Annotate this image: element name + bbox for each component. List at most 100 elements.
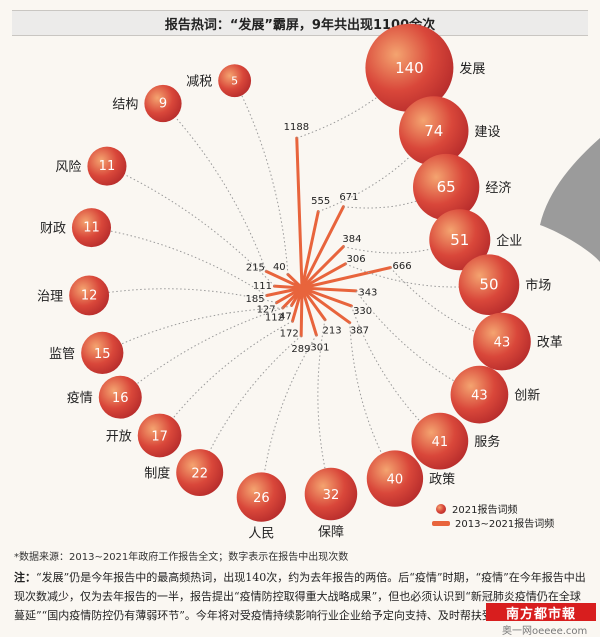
ray-label-创新: 343 [358,287,377,298]
dotted-path-建设 [318,130,435,213]
word-label-服务: 服务 [474,434,500,450]
ray-label-发展: 1188 [284,122,309,133]
word-label-疫情: 疫情 [67,390,93,406]
watermark: 奥一网oeeee.com [502,626,588,637]
bubble-结构 [144,84,182,123]
bubble-value-风险: 11 [99,159,116,174]
ray-label-治理: 127 [257,305,276,316]
bubble-政策 [366,450,424,507]
word-label-发展: 发展 [459,61,485,77]
bubble-value-制度: 22 [191,467,208,482]
dotted-path-减税 [234,80,289,275]
newspaper-logo: 南方都市報 [486,603,596,622]
word-label-企业: 企业 [496,233,522,249]
dotted-path-监管 [102,307,283,354]
word-label-人民: 人民 [248,527,274,542]
word-label-开放: 开放 [106,429,132,444]
bubble-value-创新: 43 [471,389,488,404]
bubble-value-市场: 50 [479,276,498,294]
decorative-arc [540,138,600,262]
ray-改革 [300,266,392,290]
word-label-建设: 建设 [474,125,500,140]
word-label-治理: 治理 [37,289,63,304]
bubble-value-治理: 12 [81,288,98,303]
bubble-建设 [399,96,469,166]
ray-label-建设: 555 [311,196,330,207]
bubble-value-改革: 43 [494,336,511,351]
ray-label-保障: 213 [323,325,342,336]
ray-label-结构: 215 [246,262,265,273]
dotted-path-疫情 [119,304,292,398]
ray-经济 [300,205,345,290]
bubble-value-发展: 140 [395,59,424,77]
word-label-改革: 改革 [537,336,563,351]
ray-label-改革: 666 [393,261,412,272]
ray-label-人民: 301 [310,343,329,354]
legend-label-2013-2021: 2013~2021报告词频 [455,517,554,530]
bubble-value-企业: 51 [450,231,469,249]
bubble-value-保障: 32 [323,488,340,503]
dotted-path-人民 [260,334,317,498]
ray-label-市场: 306 [346,254,365,265]
word-label-结构: 结构 [112,98,138,113]
bubble-value-结构: 9 [159,97,167,112]
chart-center [298,284,306,292]
ray-企业 [300,245,345,290]
bubble-value-减税: 5 [231,75,238,88]
bubble-人民 [236,472,287,522]
bubble-企业 [429,209,491,271]
data-source-note: *数据来源：2013~2021年政府工作报告全文；数字表示在报告中出现次数 [14,552,349,563]
word-label-保障: 保障 [318,525,344,540]
ray-label-减税: 40 [273,262,286,273]
ray-财政 [265,286,304,297]
bubble-value-经济: 65 [437,178,456,196]
ray-人民 [300,286,318,337]
ray-label-财政: 185 [245,294,264,305]
ray-建设 [300,210,320,290]
word-label-减税: 减税 [186,75,212,90]
word-label-政策: 政策 [429,472,455,488]
ray-市场 [300,262,348,290]
ray-label-开放: 172 [280,329,299,340]
bubble-疫情 [98,375,142,419]
ray-创新 [300,286,358,293]
dotted-path-财政 [91,227,268,296]
dotted-path-制度 [199,335,302,473]
bubble-保障 [304,467,358,521]
legend: 2021报告词频 2013~2021报告词频 [432,503,554,530]
bubble-value-服务: 41 [432,435,449,450]
word-label-财政: 财政 [40,222,66,237]
dotted-path-开放 [159,320,293,436]
bubble-治理 [69,275,110,316]
dotted-path-保障 [317,319,332,495]
chart-title: 报告热词：“发展”霸屏，9年共出现1100余次 [12,10,588,36]
ray-label-政策: 387 [350,326,369,337]
ray-发展 [295,136,304,290]
bubble-服务 [411,412,469,470]
footnote: 注：“发展”仍是今年报告中的最高频热词，出现140次，约为去年报告的两倍。后“疫… [14,568,586,625]
bubble-监管 [81,331,124,375]
ray-label-监管: 112 [265,313,284,324]
bubble-value-开放: 17 [151,429,168,444]
word-label-创新: 创新 [514,388,540,404]
dotted-path-结构 [162,103,267,272]
word-label-风险: 风险 [55,160,81,175]
ray-治理 [275,286,304,305]
bubble-制度 [176,449,224,497]
ray-label-疫情: 47 [279,312,292,323]
bubble-value-政策: 40 [387,473,404,488]
word-label-制度: 制度 [144,466,170,482]
word-label-监管: 监管 [49,347,75,362]
bubble-创新 [450,365,509,424]
legend-bar-marker [432,521,450,526]
bubble-value-建设: 74 [424,122,443,140]
ray-label-经济: 671 [339,192,358,203]
ray-label-风险: 111 [253,281,272,292]
ray-label-制度: 289 [291,344,310,355]
bubble-value-监管: 15 [94,347,111,362]
bubble-value-疫情: 16 [112,391,129,406]
ray-结构 [264,269,304,290]
word-label-市场: 市场 [525,278,551,294]
bubble-group: 140 发展 74 建设 65 经济 51 企业 50 市场 43 改革 43 创新 41 服务 40 政策 32 保… [37,23,563,542]
